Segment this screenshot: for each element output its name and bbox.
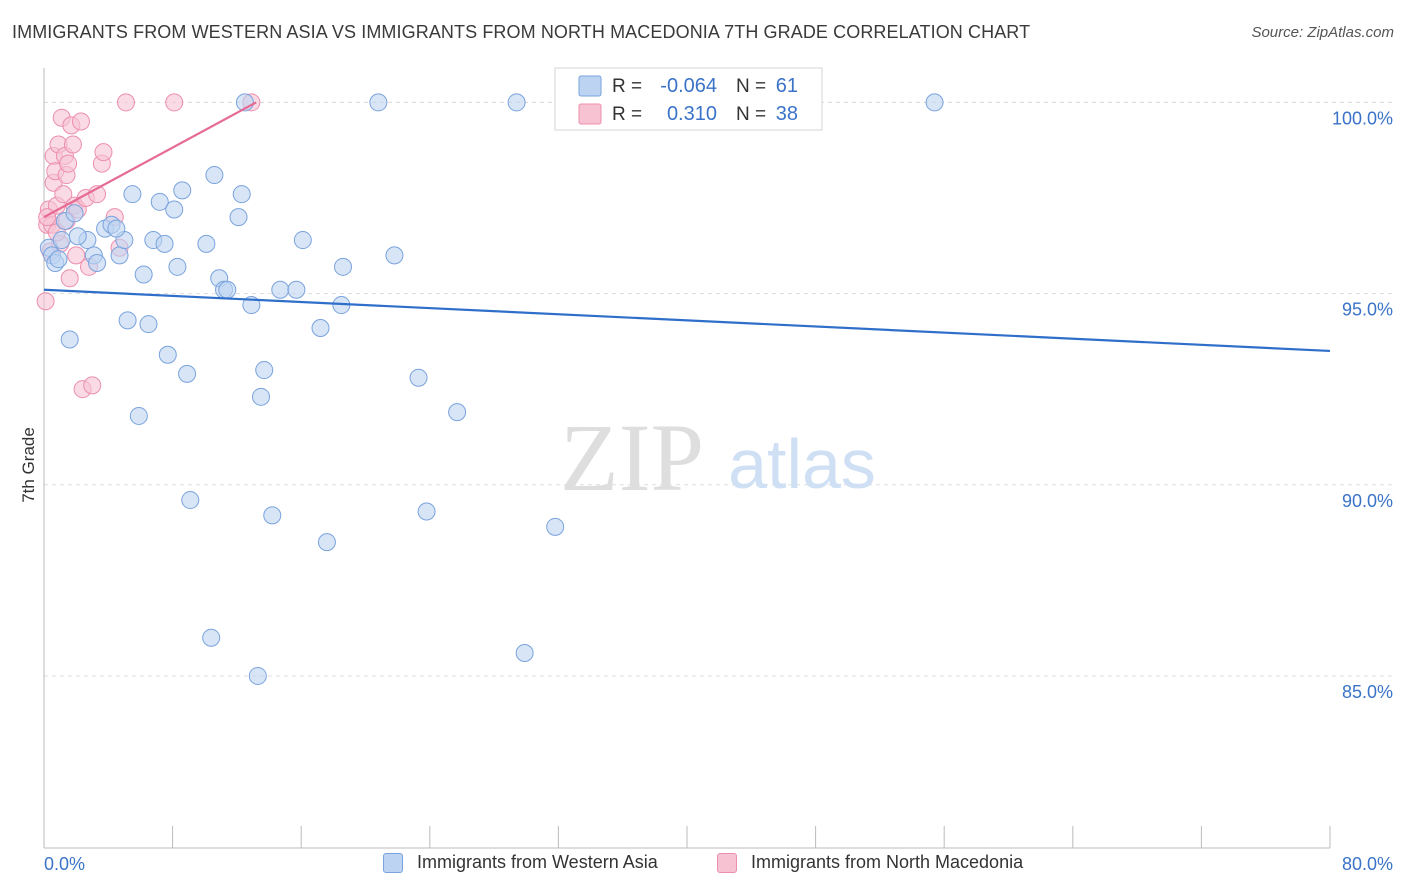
- stats-r-value-2: 0.310: [667, 103, 717, 125]
- western-asia-point: [150, 192, 169, 211]
- stats-n-label-1: N =: [736, 76, 766, 97]
- western-asia-point: [168, 257, 187, 276]
- western-asia-point: [202, 628, 221, 647]
- western-asia-point: [65, 204, 84, 223]
- western-asia-point: [369, 93, 388, 112]
- y-tick-label: 85.0%: [1342, 682, 1393, 702]
- y-tick-label: 100.0%: [1332, 108, 1393, 128]
- stats-legend: R = -0.064 N = 61 R = 0.310 N = 38: [554, 67, 823, 131]
- legend-swatch-north-macedonia: [717, 852, 737, 873]
- stats-n-value-1: 61: [776, 75, 798, 97]
- western-asia-point: [52, 231, 71, 250]
- legend-label-north-macedonia: Immigrants from North Macedonia: [751, 852, 1024, 872]
- western-asia-point: [178, 364, 197, 383]
- north-macedonia-point: [36, 292, 55, 311]
- western-asia-point: [232, 185, 251, 204]
- legend-item-north-macedonia[interactable]: Immigrants from North Macedonia: [717, 852, 1023, 873]
- western-asia-point: [139, 315, 158, 334]
- source-label: Source: ZipAtlas.com: [1251, 24, 1394, 41]
- western-asia-point: [287, 280, 306, 299]
- watermark-atlas: atlas: [728, 425, 876, 503]
- points-layer: [36, 93, 944, 685]
- x-tick-label: 80.0%: [1342, 854, 1393, 874]
- western-asia-point: [218, 280, 237, 299]
- axis-layer: 85.0% 90.0% 95.0% 100.0% 0.0% 80.0%: [43, 68, 1393, 874]
- western-asia-point: [107, 219, 126, 238]
- north-macedonia-point: [94, 143, 113, 162]
- watermark-zip: ZIP: [560, 404, 704, 511]
- north-macedonia-point: [71, 112, 90, 131]
- stats-swatch-north-macedonia: [578, 103, 602, 125]
- x-tick-label: 0.0%: [44, 854, 85, 874]
- western-asia-point: [158, 345, 177, 364]
- western-asia-point: [229, 208, 248, 227]
- stats-n-label-2: N =: [736, 104, 766, 125]
- western-asia-point: [507, 93, 526, 112]
- western-asia-point: [181, 491, 200, 510]
- series-legend: Immigrants from Western Asia Immigrants …: [0, 852, 1406, 878]
- western-asia-point: [546, 517, 565, 536]
- y-axis-label: 7th Grade: [19, 427, 38, 503]
- western-asia-point: [311, 319, 330, 337]
- legend-label-western-asia: Immigrants from Western Asia: [417, 852, 658, 872]
- western-asia-point: [417, 502, 436, 521]
- watermark: ZIP atlas: [560, 404, 876, 511]
- western-asia-point: [255, 361, 274, 380]
- stats-r-label-1: R =: [612, 76, 642, 97]
- north-macedonia-point: [116, 93, 135, 112]
- western-asia-point: [385, 246, 404, 265]
- western-asia-point: [173, 181, 192, 200]
- stats-swatch-western-asia: [578, 75, 602, 97]
- western-asia-point: [448, 403, 467, 422]
- chart-title: IMMIGRANTS FROM WESTERN ASIA VS IMMIGRAN…: [12, 22, 1031, 42]
- stats-n-value-2: 38: [776, 103, 798, 125]
- western-asia-point: [248, 666, 267, 685]
- western-asia-point: [134, 265, 153, 284]
- north-macedonia-point: [63, 135, 82, 154]
- legend-swatch-western-asia: [383, 852, 403, 873]
- western-asia-point: [317, 533, 336, 552]
- north-macedonia-point: [83, 376, 102, 395]
- western-asia-point: [925, 93, 944, 112]
- western-asia-point: [197, 234, 216, 253]
- trend-layer: [43, 101, 1331, 353]
- western-asia-trendline: [43, 288, 1331, 353]
- y-tick-label: 90.0%: [1342, 491, 1393, 511]
- western-asia-point: [60, 330, 79, 349]
- western-asia-point: [271, 280, 290, 299]
- north-macedonia-point: [165, 93, 184, 112]
- north-macedonia-point: [54, 185, 73, 204]
- stats-r-label-2: R =: [612, 104, 642, 125]
- western-asia-point: [88, 254, 107, 272]
- north-macedonia-point: [67, 246, 86, 265]
- western-asia-point: [333, 257, 352, 276]
- stats-r-value-1: -0.064: [660, 75, 717, 97]
- western-asia-point: [129, 406, 148, 425]
- western-asia-point: [205, 166, 224, 185]
- western-asia-point: [123, 185, 142, 204]
- western-asia-point: [110, 246, 129, 265]
- western-asia-point: [409, 368, 428, 387]
- western-asia-point: [515, 644, 534, 662]
- western-asia-point: [252, 387, 271, 406]
- western-asia-point: [155, 234, 174, 253]
- legend-item-western-asia[interactable]: Immigrants from Western Asia: [383, 852, 658, 873]
- western-asia-point: [68, 227, 87, 246]
- western-asia-point: [118, 311, 137, 330]
- y-tick-label: 95.0%: [1342, 300, 1393, 320]
- north-macedonia-trendline: [43, 101, 257, 219]
- western-asia-point: [263, 506, 282, 525]
- western-asia-point: [165, 200, 184, 219]
- western-asia-point: [293, 231, 312, 250]
- north-macedonia-point: [60, 269, 79, 288]
- north-macedonia-point: [59, 154, 78, 173]
- western-asia-point: [49, 250, 68, 269]
